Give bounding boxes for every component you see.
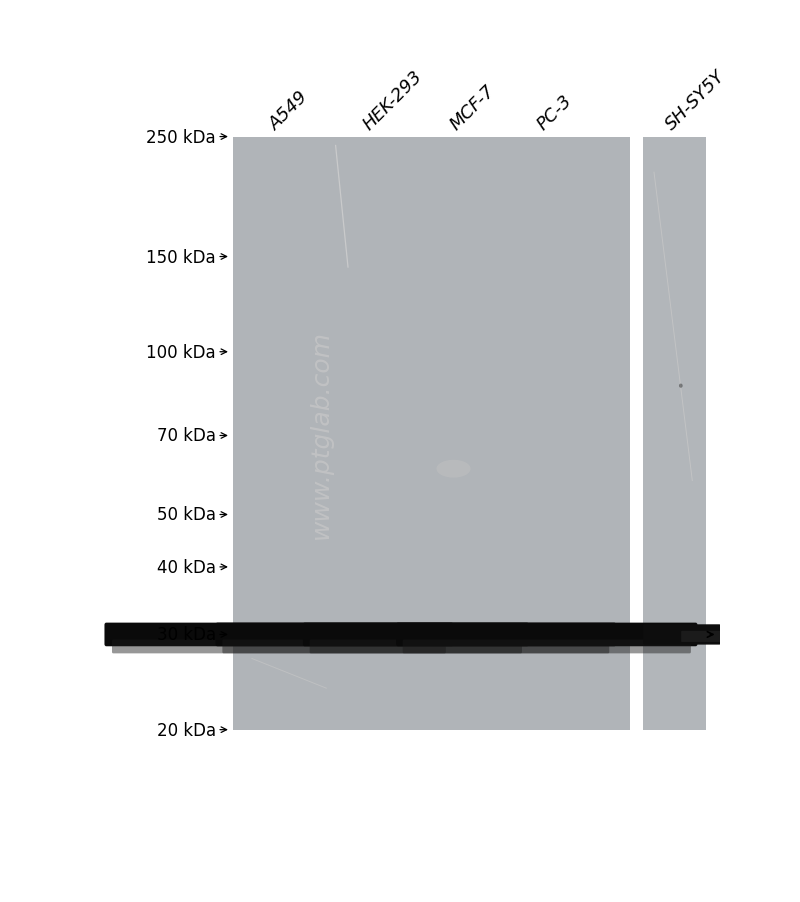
FancyBboxPatch shape: [402, 640, 691, 654]
Circle shape: [679, 384, 682, 389]
Bar: [642, 137, 706, 730]
Text: 20 kDa: 20 kDa: [157, 721, 216, 739]
FancyBboxPatch shape: [643, 624, 721, 645]
FancyBboxPatch shape: [112, 640, 446, 654]
FancyBboxPatch shape: [222, 640, 522, 654]
Text: www.ptglab.com: www.ptglab.com: [309, 329, 333, 538]
FancyBboxPatch shape: [310, 640, 610, 654]
Ellipse shape: [437, 460, 470, 478]
Text: 50 kDa: 50 kDa: [157, 506, 216, 524]
Text: SH-SY5Y: SH-SY5Y: [662, 68, 728, 133]
Text: A549: A549: [266, 88, 312, 133]
FancyBboxPatch shape: [396, 623, 698, 647]
Text: MCF-7: MCF-7: [446, 82, 498, 133]
FancyBboxPatch shape: [105, 623, 454, 647]
Text: PC-3: PC-3: [534, 92, 576, 133]
Text: 100 kDa: 100 kDa: [146, 344, 216, 362]
Text: HEK-293: HEK-293: [359, 68, 426, 133]
FancyBboxPatch shape: [682, 631, 768, 642]
Bar: [234, 137, 630, 730]
Text: 30 kDa: 30 kDa: [157, 626, 216, 644]
Text: 40 kDa: 40 kDa: [157, 558, 216, 576]
FancyBboxPatch shape: [215, 623, 529, 647]
Text: 250 kDa: 250 kDa: [146, 128, 216, 146]
Text: 70 kDa: 70 kDa: [157, 427, 216, 445]
Text: 150 kDa: 150 kDa: [146, 248, 216, 266]
FancyBboxPatch shape: [303, 623, 616, 647]
